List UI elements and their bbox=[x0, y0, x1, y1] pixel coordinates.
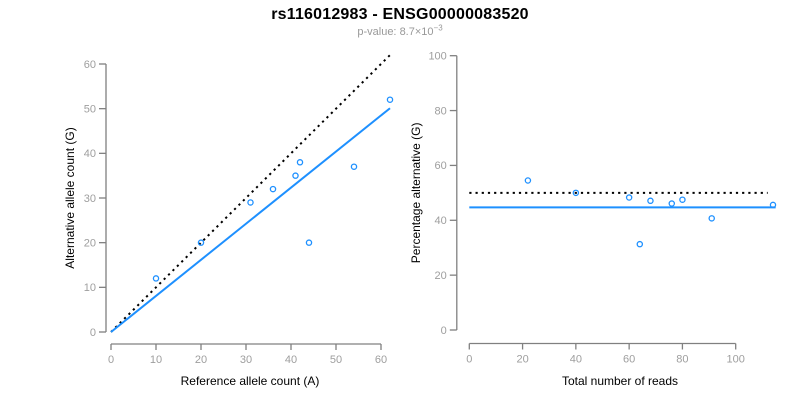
y-tick-label: 50 bbox=[84, 103, 96, 115]
x-tick-label: 0 bbox=[108, 354, 114, 366]
y-tick-label: 20 bbox=[435, 270, 447, 282]
data-point bbox=[305, 239, 313, 246]
y-tick-label: 30 bbox=[84, 193, 96, 205]
y-tick-label: 100 bbox=[428, 51, 446, 63]
x-axis-title: Reference allele count (A) bbox=[181, 374, 320, 388]
y-tick-label: 80 bbox=[435, 105, 447, 117]
y-axis-title: Alternative allele count (G) bbox=[63, 127, 77, 268]
pvalue-base: 8.7×10 bbox=[399, 26, 434, 38]
data-point bbox=[152, 275, 160, 282]
y-tick-label: 10 bbox=[84, 282, 96, 294]
page-title: rs116012983 - ENSG00000083520 bbox=[271, 6, 529, 23]
expected-identity-line bbox=[110, 54, 391, 333]
x-tick-label: 60 bbox=[375, 354, 387, 366]
x-tick-label: 20 bbox=[195, 354, 207, 366]
y-tick-label: 60 bbox=[435, 160, 447, 172]
data-point bbox=[197, 239, 205, 246]
data-point bbox=[350, 163, 358, 170]
pvalue-subtitle: p-value: 8.7×10−3 bbox=[0, 23, 800, 38]
x-tick-label: 80 bbox=[676, 354, 688, 366]
x-tick-label: 20 bbox=[516, 354, 528, 366]
data-point bbox=[292, 172, 299, 179]
data-point bbox=[386, 96, 394, 103]
observed-ratio-line bbox=[110, 107, 391, 333]
y-tick-label: 0 bbox=[441, 325, 447, 337]
x-tick-label: 0 bbox=[466, 354, 472, 366]
y-tick-label: 40 bbox=[84, 148, 96, 160]
y-axis-title: Percentage alternative (G) bbox=[409, 122, 423, 263]
pvalue-prefix: p-value: bbox=[357, 26, 400, 38]
x-tick-label: 60 bbox=[623, 354, 635, 366]
x-tick-label: 40 bbox=[570, 354, 582, 366]
data-point bbox=[572, 189, 580, 197]
data-point bbox=[296, 159, 304, 166]
x-axis-title: Total number of reads bbox=[562, 374, 678, 388]
x-tick-label: 40 bbox=[285, 354, 297, 366]
y-tick-label: 0 bbox=[90, 327, 96, 339]
data-point bbox=[708, 215, 715, 222]
data-point bbox=[625, 194, 633, 201]
data-point bbox=[647, 197, 654, 205]
data-point bbox=[636, 240, 644, 248]
y-tick-label: 60 bbox=[84, 59, 96, 71]
x-tick-label: 50 bbox=[330, 354, 342, 366]
data-point bbox=[668, 200, 676, 207]
y-tick-label: 40 bbox=[435, 215, 447, 227]
pvalue-exponent: −3 bbox=[433, 23, 443, 33]
x-tick-label: 30 bbox=[240, 354, 252, 366]
data-point bbox=[679, 196, 686, 203]
x-tick-label: 10 bbox=[150, 354, 162, 366]
data-point bbox=[524, 177, 532, 184]
data-point bbox=[269, 185, 277, 193]
y-tick-label: 20 bbox=[84, 237, 96, 249]
data-point bbox=[769, 201, 777, 209]
x-tick-label: 100 bbox=[727, 354, 745, 366]
data-point bbox=[247, 199, 254, 206]
